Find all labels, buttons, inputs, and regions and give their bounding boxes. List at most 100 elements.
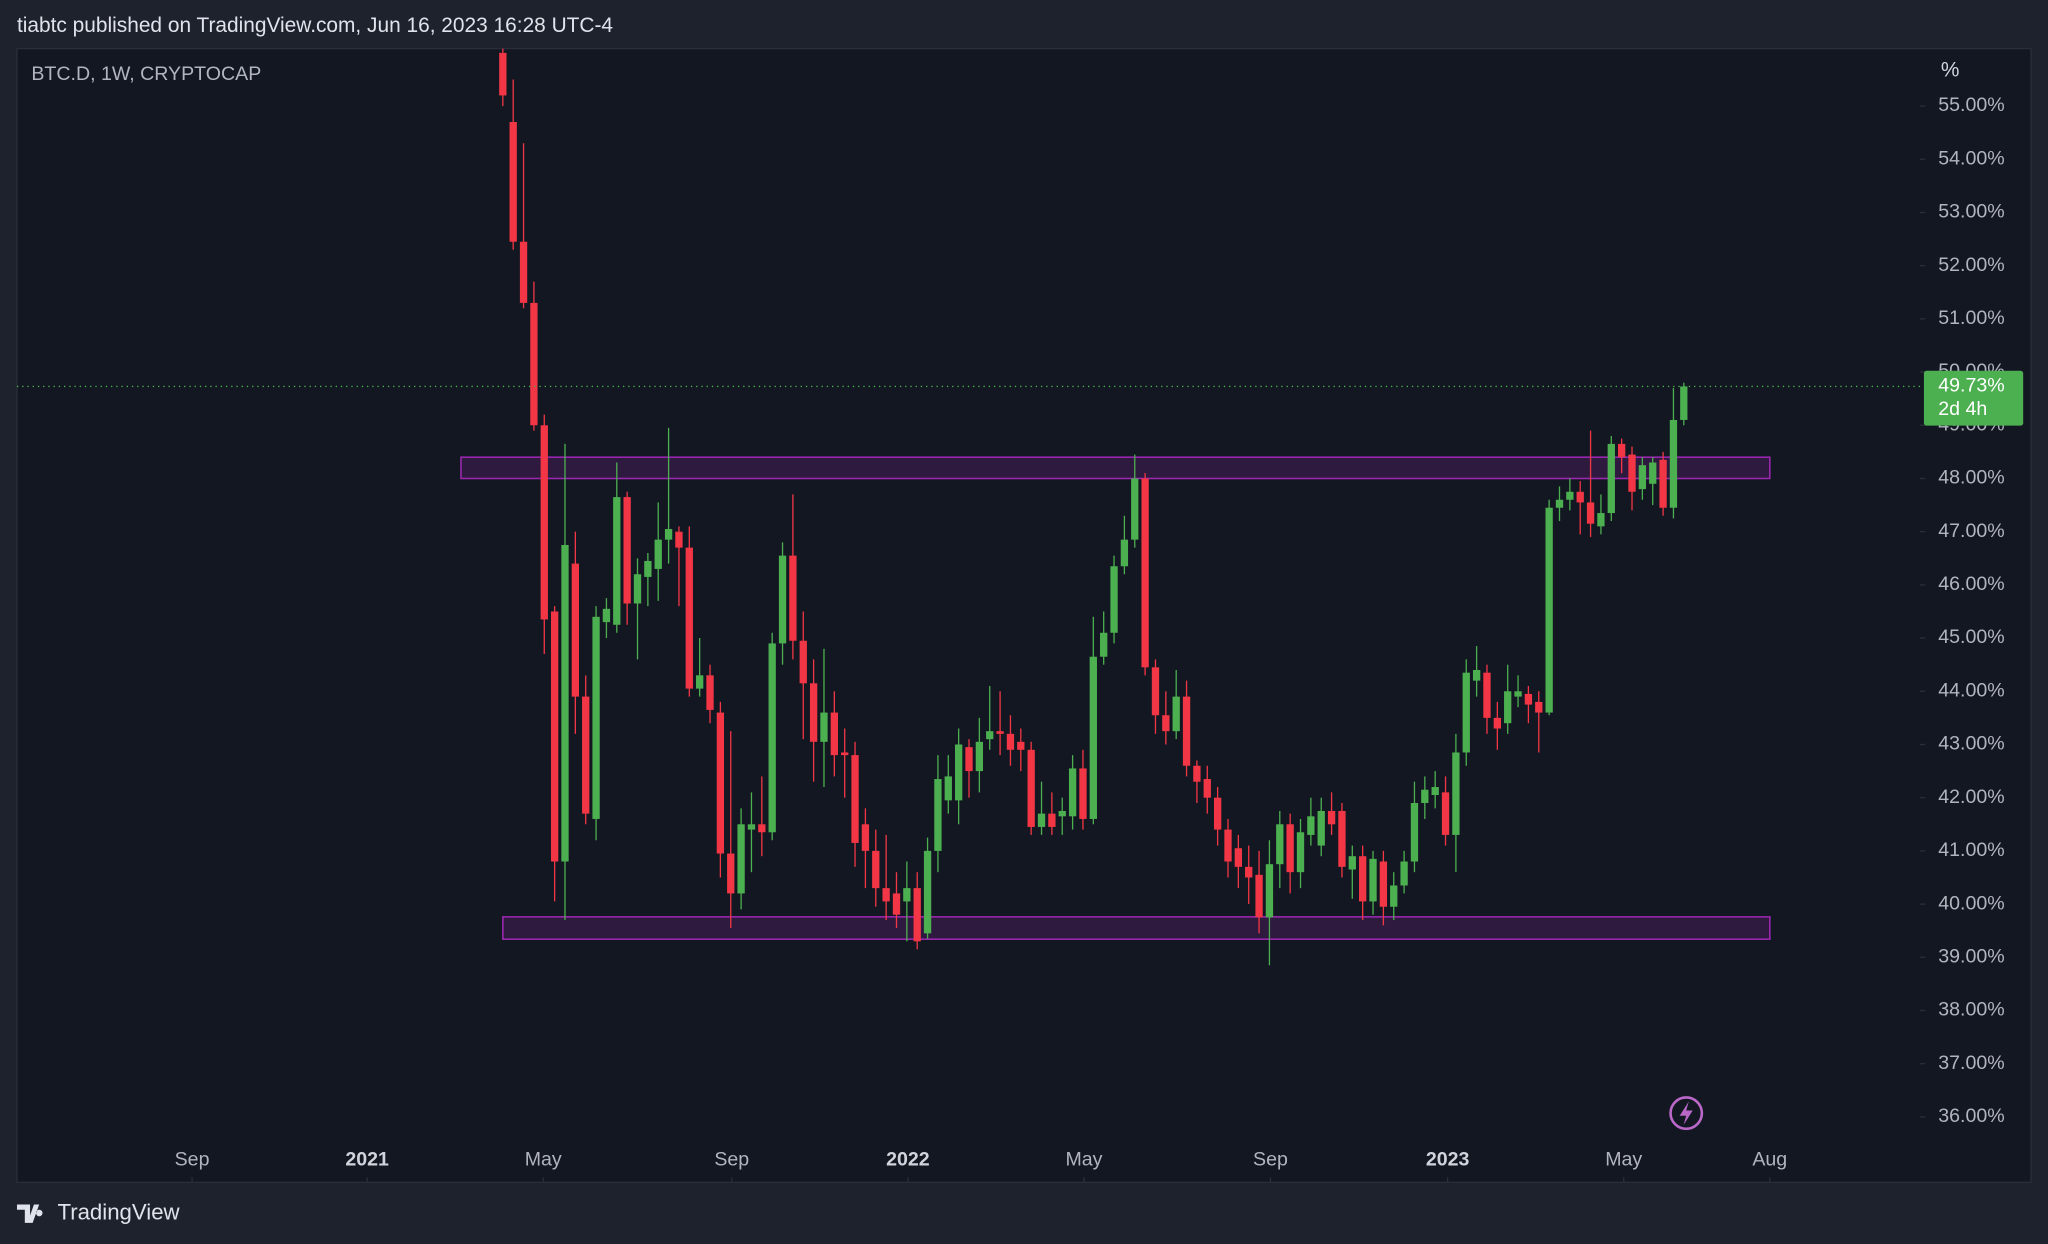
plot-area	[16, 48, 1920, 966]
x-tick-label: 2023	[1426, 1148, 1470, 1170]
candle-body	[1089, 656, 1097, 819]
candle-body	[664, 529, 673, 540]
x-tick-label: Aug	[1752, 1148, 1787, 1170]
candle-body	[1234, 848, 1243, 867]
y-tick-label: 42.00%	[1938, 786, 2004, 808]
y-tick-label: 45.00%	[1938, 626, 2004, 648]
candle-body	[716, 712, 725, 854]
y-tick-label: 52.00%	[1938, 254, 2004, 276]
candle-body	[1617, 443, 1626, 458]
y-tick-label: 38.00%	[1938, 999, 2004, 1021]
candle-body	[685, 547, 693, 689]
candle-body	[1172, 696, 1180, 732]
candle-body	[1504, 691, 1512, 724]
candle-body	[1245, 866, 1253, 878]
candle-body	[1545, 507, 1553, 713]
candle-body	[1017, 741, 1025, 750]
candle-body	[934, 779, 942, 851]
candle-body	[882, 888, 890, 902]
candle-body	[1255, 874, 1263, 918]
candle-body	[571, 563, 580, 697]
y-unit: %	[1941, 58, 1960, 81]
candle-body	[1182, 696, 1191, 766]
candle-body	[1410, 803, 1419, 862]
candle-body	[923, 850, 932, 934]
candle-body	[903, 888, 911, 902]
candle-body	[1535, 701, 1543, 713]
candle-body	[1566, 491, 1574, 500]
candle-body	[1628, 454, 1636, 492]
x-tick-label: 2022	[886, 1148, 930, 1170]
candle-body	[1586, 502, 1595, 524]
candle-body	[1068, 768, 1077, 817]
candle-body	[1462, 672, 1470, 753]
candle-body	[1307, 816, 1315, 835]
candle-body	[1110, 566, 1118, 633]
candle-body	[758, 824, 766, 833]
brand-logo	[16, 1204, 43, 1223]
candle-body	[1193, 765, 1201, 782]
candle-body	[1555, 499, 1564, 508]
candle-body	[1431, 787, 1439, 796]
price-zone	[460, 456, 1771, 480]
candle-body	[675, 531, 683, 548]
candle-body	[550, 611, 559, 862]
candle-body	[696, 675, 704, 689]
candle-body	[1669, 419, 1678, 508]
y-tick-label: 39.00%	[1938, 945, 2004, 967]
candle-body	[1472, 670, 1481, 681]
y-tick-label: 44.00%	[1938, 679, 2004, 701]
candle-body	[623, 497, 631, 604]
candle-body	[1131, 478, 1139, 540]
candle-body	[809, 683, 818, 742]
candle-body	[1141, 478, 1149, 668]
candle-body	[986, 731, 994, 740]
x-tick-label: May	[1065, 1148, 1102, 1170]
candle-body	[965, 747, 973, 772]
candle-body	[737, 824, 745, 894]
candle-body	[778, 555, 787, 644]
candle-body	[1483, 672, 1491, 718]
y-tick-label: 53.00%	[1938, 201, 2004, 223]
y-tick-label: 47.00%	[1938, 520, 2004, 542]
candle-body	[1649, 462, 1657, 484]
candle-body	[1006, 733, 1015, 750]
candle-body	[1390, 885, 1398, 907]
candle-body	[1400, 861, 1408, 886]
price-zone	[502, 916, 1771, 940]
chart-pane	[16, 47, 2032, 1183]
candle-body	[841, 752, 849, 756]
y-tick-label: 46.00%	[1938, 573, 2004, 595]
candle-body	[1638, 465, 1647, 490]
y-tick-label: 41.00%	[1938, 839, 2004, 861]
last-price-label: 49.73%	[1938, 375, 2004, 397]
candle-body	[872, 850, 880, 889]
candle-body	[1327, 810, 1336, 825]
alert-icon[interactable]	[1669, 1096, 1704, 1131]
candle-body	[1120, 539, 1129, 567]
candle-body	[1048, 813, 1056, 827]
candle-body	[1286, 824, 1294, 873]
candle-body	[1359, 856, 1367, 902]
candle-body	[1037, 813, 1046, 827]
candle-body	[613, 497, 621, 625]
candle-body	[1659, 459, 1667, 508]
y-tick-label: 54.00%	[1938, 147, 2004, 169]
candle-body	[1079, 768, 1087, 819]
candle-body	[644, 560, 652, 577]
candle-body	[768, 643, 776, 833]
x-tick-label: May	[525, 1148, 562, 1170]
candle-body	[799, 640, 807, 684]
candle-body	[561, 544, 569, 862]
candle-body	[1151, 667, 1160, 716]
candle-body	[1607, 443, 1615, 514]
candle-body	[1524, 693, 1533, 705]
candle-body	[582, 696, 590, 814]
y-tick-label: 37.00%	[1938, 1052, 2004, 1074]
candle-body	[1224, 829, 1232, 862]
candle-body	[996, 731, 1004, 734]
candle-body	[1276, 824, 1284, 865]
y-tick-label: 40.00%	[1938, 892, 2004, 914]
candle-body	[861, 824, 870, 851]
